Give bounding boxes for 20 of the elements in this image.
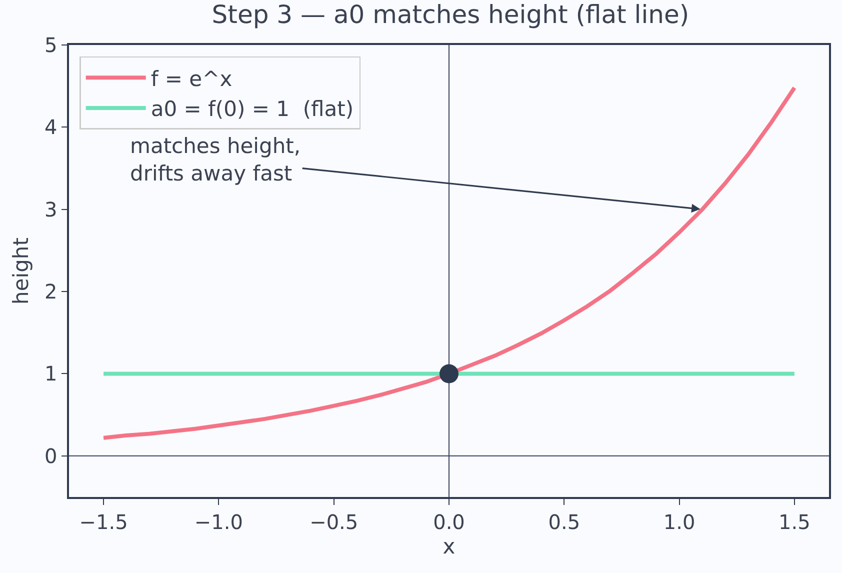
x-tick-label: −0.5 [310, 510, 358, 534]
chart-title: Step 3 — a0 matches height (flat line) [212, 0, 690, 30]
x-tick-label: 0.0 [433, 510, 465, 534]
y-tick-label: 1 [44, 362, 58, 386]
y-tick-label: 3 [44, 197, 58, 222]
x-tick-label: 1.5 [778, 510, 810, 534]
legend-label: a0 = f(0) = 1 (flat) [150, 97, 354, 122]
y-tick-label: 0 [44, 444, 58, 468]
x-tick-label: −1.5 [79, 510, 128, 534]
y-axis-title: height [9, 238, 34, 304]
legend-label: f = e^x [150, 66, 232, 91]
line-series [102, 86, 796, 440]
y-tick-label: 5 [44, 33, 58, 57]
x-tick-label: 0.5 [548, 510, 580, 534]
x-tick-label: −1.0 [194, 510, 243, 534]
y-tick-label: 2 [44, 280, 58, 304]
annotation: matches height, drifts away fast [130, 134, 301, 186]
x-axis-title: x [442, 534, 456, 558]
y-tick-label: 4 [44, 115, 58, 140]
x-tick-label: 1.0 [663, 510, 696, 534]
